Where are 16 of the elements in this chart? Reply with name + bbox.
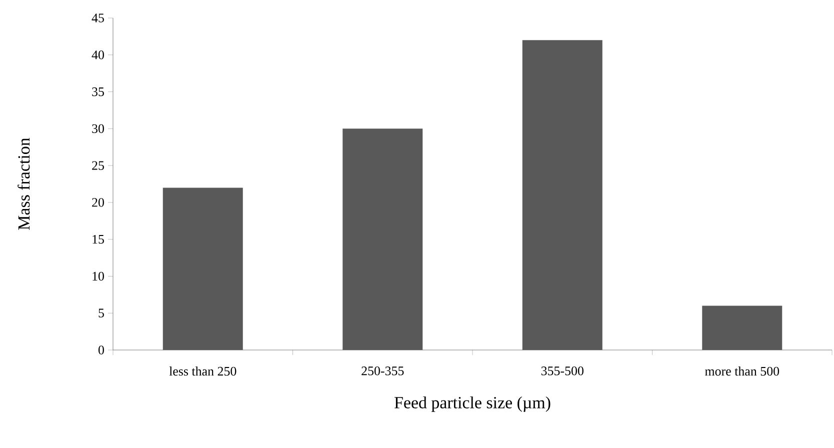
y-tick-label: 10 [92, 272, 104, 281]
y-axis-title: Mass fraction [18, 138, 30, 230]
y-tick-label: 45 [92, 14, 104, 22]
y-tick-label: 25 [92, 161, 104, 170]
x-tick-label: more than 500 [704, 366, 780, 376]
y-tick-label: 5 [98, 308, 104, 318]
x-tick-label: 355-500 [541, 366, 584, 376]
x-tick-label: less than 250 [169, 366, 236, 376]
y-tick-label: 0 [98, 346, 104, 354]
y-tick-label: 35 [92, 87, 104, 96]
x-tick-label: 250-355 [362, 366, 404, 376]
y-tick-label: 30 [92, 124, 104, 134]
y-tick-label: 15 [92, 234, 104, 244]
y-tick-label: 40 [92, 50, 104, 60]
x-axis-title: Feed particle size (µm) [394, 396, 550, 412]
y-tick-label: 20 [92, 198, 104, 207]
